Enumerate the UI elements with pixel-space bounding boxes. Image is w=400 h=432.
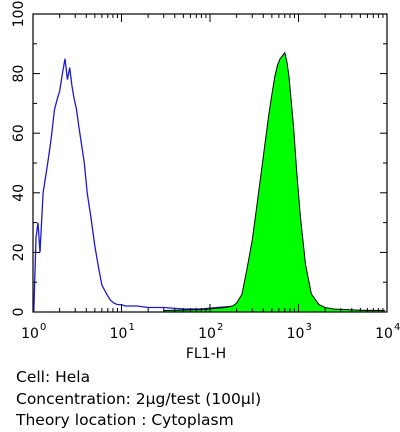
- x-tick-label-0: 10: [21, 326, 39, 342]
- x-tick-exponent-0: 0: [40, 322, 46, 333]
- series-0-line: [33, 58, 383, 313]
- caption-concentration: Concentration: 2μg/test (100μl): [16, 389, 262, 408]
- series-layer: [33, 51, 385, 313]
- x-tick-exponent-3: 3: [306, 322, 312, 333]
- y-tick-label-3: 60: [11, 124, 27, 142]
- x-tick-label-4: 10: [375, 326, 393, 342]
- x-tick-exponent-1: 1: [129, 322, 135, 333]
- caption-cell: Cell: Hela: [16, 368, 91, 386]
- x-axis-label: FL1-H: [186, 346, 226, 362]
- series-1-area: [163, 52, 385, 312]
- caption-location: Theory location : Cytoplasm: [16, 411, 234, 429]
- x-tick-label-1: 10: [110, 326, 128, 342]
- y-tick-label-2: 40: [11, 184, 27, 202]
- y-tick-label-5: 100: [11, 1, 27, 28]
- plot-background: [33, 14, 387, 312]
- x-tick-label-2: 10: [198, 326, 216, 342]
- caption: Cell: Hela Concentration: 2μg/test (100μ…: [16, 367, 261, 432]
- x-tick-exponent-2: 2: [217, 322, 223, 333]
- y-tick-label-1: 20: [11, 243, 27, 261]
- series-1-outline: [163, 51, 385, 311]
- x-tick-exponent-4: 4: [394, 322, 400, 333]
- y-tick-label-0: 0: [11, 308, 27, 317]
- y-tick-label-4: 80: [11, 65, 27, 83]
- x-tick-label-3: 10: [287, 326, 305, 342]
